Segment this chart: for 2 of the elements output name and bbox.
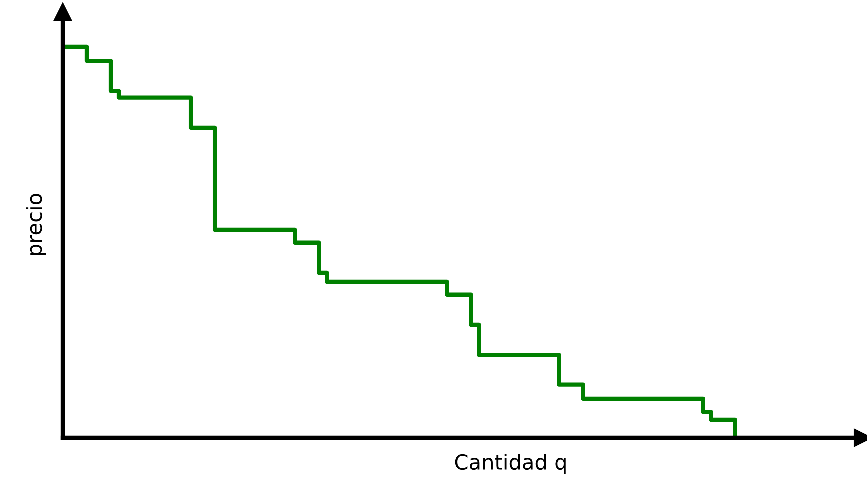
y-axis-title: precio [26,194,46,256]
x-axis-title: Cantidad q [455,454,566,474]
